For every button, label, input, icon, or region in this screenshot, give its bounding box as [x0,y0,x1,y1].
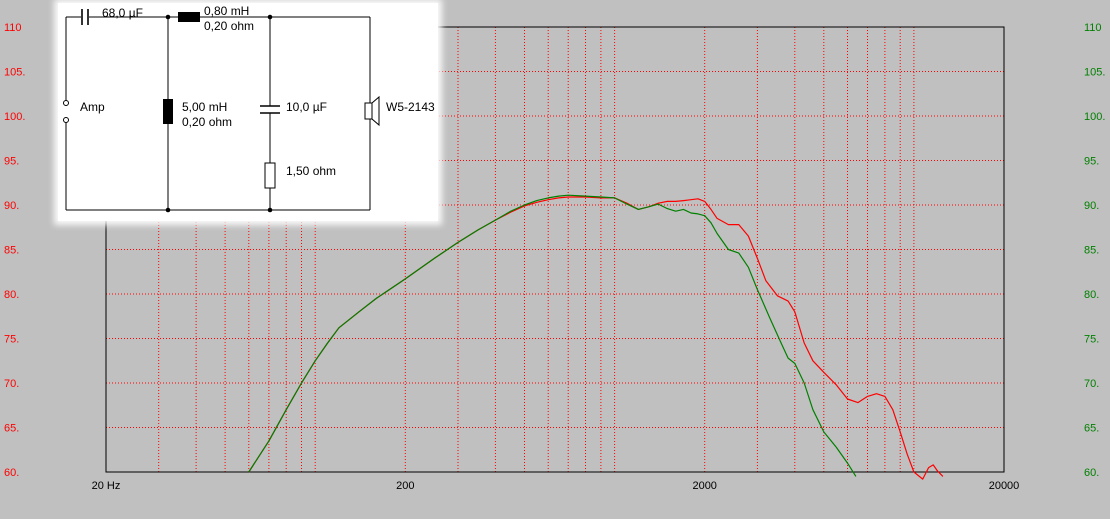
x-tick-label: 200 [396,480,414,492]
left-y-tick-label: 95. [4,156,19,168]
right-y-tick-label: 65. [1084,423,1099,435]
right-y-tick-label: 70. [1084,378,1099,390]
right-y-tick-label: 95. [1084,156,1099,168]
right-y-axis: 110 105. 100. 95. 90. 85. 80. 75. 70. 65. 60. [1084,22,1105,479]
left-y-tick-label: 110 [4,22,22,34]
left-y-tick-label: 80. [4,289,19,301]
schematic-wiring [63,9,380,213]
inductor-l1-value: 0,80 mH [204,4,250,18]
crossover-schematic: 68,0 µF 0,80 mH 0,20 ohm Amp 5,00 mH 0,2… [58,3,438,221]
right-y-tick-label: 80. [1084,289,1099,301]
capacitor-c1-value: 68,0 µF [102,6,143,20]
capacitor-c2-symbol [260,105,280,114]
inductor-l1-resistance: 0,20 ohm [204,19,255,33]
x-tick-label: 20000 [989,480,1020,492]
resistor-r1-symbol [264,162,276,189]
left-y-tick-label: 70. [4,378,19,390]
left-y-tick-label: 90. [4,200,19,212]
amp-label: Amp [80,100,105,114]
inductor-l1-symbol [178,12,200,22]
left-y-tick-label: 85. [4,245,19,257]
right-y-tick-label: 105. [1084,67,1105,79]
left-y-tick-label: 75. [4,334,19,346]
right-y-tick-label: 110 [1084,22,1102,34]
speaker-icon [364,95,380,127]
junction-dots [165,14,273,213]
inductor-l2-symbol [163,99,173,124]
left-y-axis: 110 105. 100. 95. 90. 85. 80. 75. 70. 65. 60. [4,22,25,479]
capacitor-c2-value: 10,0 µF [286,100,327,114]
amp-terminals [63,100,69,123]
driver-label: W5-2143 [386,100,435,114]
resistor-r1-value: 1,50 ohm [286,164,337,178]
right-y-tick-label: 60. [1084,467,1099,479]
left-y-tick-label: 100. [4,111,25,123]
right-y-tick-label: 90. [1084,200,1099,212]
left-y-tick-label: 60. [4,467,19,479]
inductor-l2-value: 5,00 mH [182,100,228,114]
chart-gridlines [106,26,1004,472]
inductor-l2-resistance: 0,20 ohm [182,115,233,129]
capacitor-c1-symbol [81,9,89,25]
right-y-tick-label: 100. [1084,111,1105,123]
x-tick-label: 20 Hz [92,480,121,492]
series-line-2 [248,194,857,477]
plot-frame [105,26,1005,473]
right-y-tick-label: 85. [1084,245,1099,257]
x-tick-label: 2000 [692,480,716,492]
left-y-tick-label: 105. [4,67,25,79]
left-y-tick-label: 65. [4,423,19,435]
x-axis: 20 Hz 200 2000 20000 [92,480,1020,492]
right-y-tick-label: 75. [1084,334,1099,346]
chart-series-group [248,194,944,480]
